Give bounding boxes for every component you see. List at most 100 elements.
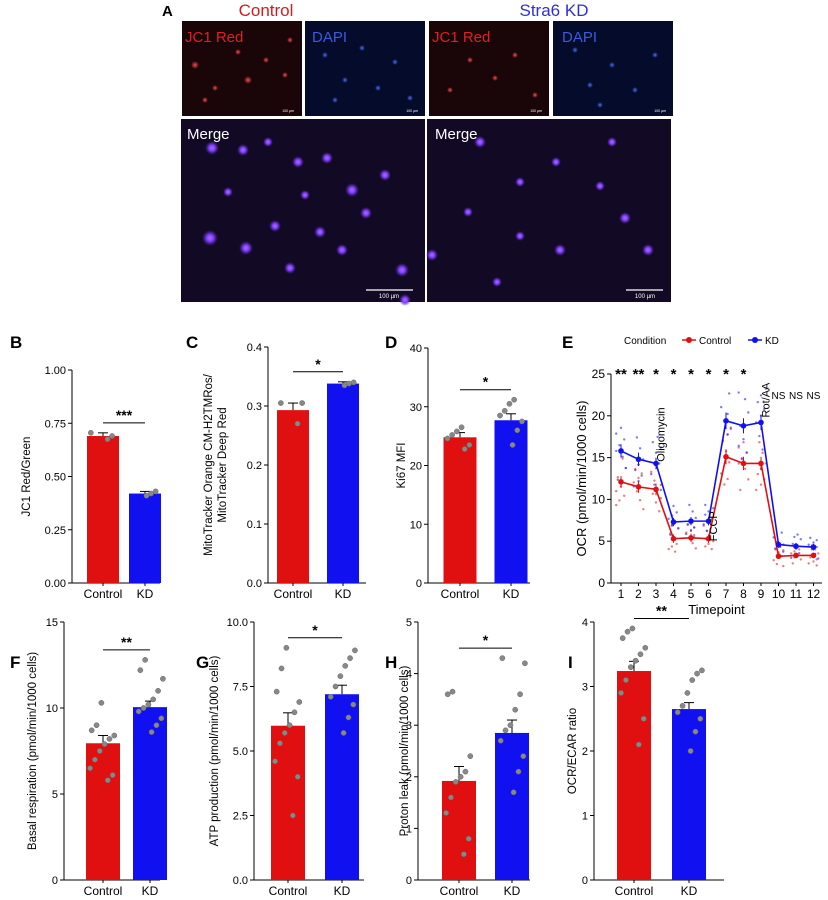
chart-F-data-point [137,667,144,674]
kd-merge-label: Merge [435,126,478,143]
chart-E-x-tick-label: 7 [723,587,730,601]
chart-C-bar-kd [327,383,359,583]
chart-D-y-tick-label: 20 [410,461,422,473]
chart-E-replicate-point [756,472,759,476]
chart-C-data-point [350,379,357,386]
chart-E-replicate-point [638,447,642,450]
chart-E-point-control [758,460,764,467]
chart-D-significance-label: * [483,374,489,390]
chart-I-data-point [689,677,696,683]
chart-E-point-control [653,486,659,493]
chart-D-x-tick-label: KD [503,587,520,601]
chart-E-replicate-point [632,481,635,484]
chart-E-replicate-point [667,517,670,520]
chart-H-data-point [499,655,506,661]
panel-b-letter: B [10,333,22,352]
chart-I-significance-label: ** [656,602,667,618]
chart-I-x-tick-label: KD [681,884,698,898]
chart-E-replicate-point [742,437,745,441]
chart-D-data-point [511,396,517,403]
chart-E-replicate-point [672,504,675,508]
control-jc1-scale: 100 µm [282,109,294,113]
chart-E-point-control [793,552,799,559]
chart-E-replicate-point [615,489,618,493]
chart-E-point-kd [705,518,712,524]
chart-E-replicate-point [737,446,740,449]
chart-E-significance-label: ** [615,366,627,383]
chart-E-replicate-point [798,548,801,551]
chart-E-point-kd [653,460,659,467]
chart-H-data-point [497,737,504,744]
chart-E-significance-label: NS [772,391,786,402]
chart-E-point-control [810,552,817,559]
chart-G-y-tick-label: 2.5 [233,811,248,823]
chart-H-bar-control [442,780,476,880]
chart-I-y-axis-label: OCR/ECAR ratio [567,708,579,794]
chart-E-replicate-point [739,488,742,492]
chart-E-replicate-point [623,438,626,441]
chart-E-point-kd [635,456,642,463]
chart-E-replicate-point [737,444,740,448]
chart-E-point-kd [688,518,694,524]
chart-E-y-tick-label: 10 [592,492,606,506]
chart-H-data-point [507,722,514,729]
chart-E-significance-label: NS [789,391,803,402]
chart-F-data-point [87,765,93,772]
chart-D-data-point [497,412,503,419]
chart-H-y-tick-label: 3 [406,720,412,732]
chart-I-data-point [692,728,699,735]
chart-I-y-tick-label: 4 [582,617,588,629]
chart-E-legend-title: Condition [624,336,666,347]
chart-E-point-kd [775,541,782,548]
chart-H-data-point [467,753,474,760]
chart-G-data-point [273,688,280,695]
chart-E-replicate-point [693,534,696,537]
chart-D-y-axis-label: Ki67 MFI [396,442,408,488]
panel-f-letter: F [10,653,20,672]
kd-heading: Stra6 KD [520,1,589,20]
chart-E-replicate-point [675,542,678,546]
chart-I-y-tick-label: 1 [582,811,588,823]
chart-F-data-point [93,722,100,729]
chart-E-replicate-point [653,479,656,482]
chart-E-replicate-point [616,475,619,479]
chart-E-significance-label: * [671,366,677,383]
chart-E-replicate-point [815,538,818,542]
chart-E-legend-swatch-marker [686,337,692,343]
chart-E-replicate-point [759,483,763,486]
chart-G-data-point [291,709,298,716]
chart-H-data-point [443,810,449,816]
chart-E-replicate-point [659,488,662,492]
chart-E-replicate-point [616,478,619,481]
chart-E-replicate-point [624,466,627,470]
panel-g-letter: G [196,653,209,672]
chart-H-data-point [449,688,456,695]
chart-I-data-point [640,715,647,722]
chart-F-data-point [104,777,111,784]
chart-E-legend-label: Control [699,336,731,347]
chart-G-y-tick-label: 10.0 [227,617,248,629]
chart-C-y-tick-label: 0.1 [247,519,262,531]
chart-F-data-point [153,722,160,729]
chart-E-replicate-point [653,483,656,486]
chart-B-bar-kd [129,493,161,583]
chart-F-x-tick-label: Control [84,884,123,898]
chart-G-data-point [272,758,278,765]
chart-E-replicate-point [623,494,626,497]
chart-E-replicate-point [667,547,670,551]
chart-E-replicate-point [640,472,643,475]
chart-H-y-tick-label: 1 [406,823,412,835]
chart-E-replicate-point [807,562,810,565]
chart-E-replicate-point [710,547,713,551]
chart-C-y-tick-label: 0.0 [247,578,262,590]
chart-E-replicate-point [656,435,659,439]
chart-D-data-point [461,446,468,452]
chart-D-y-tick-label: 40 [410,343,422,355]
chart-E-replicate-point [635,490,639,493]
chart-I-x-tick-label: Control [615,884,654,898]
chart-E-replicate-point [694,547,697,550]
chart-E-replicate-point [694,516,697,520]
chart-D-data-point [454,428,460,435]
chart-E-replicate-point [761,448,764,451]
chart-G-data-point [286,722,293,729]
